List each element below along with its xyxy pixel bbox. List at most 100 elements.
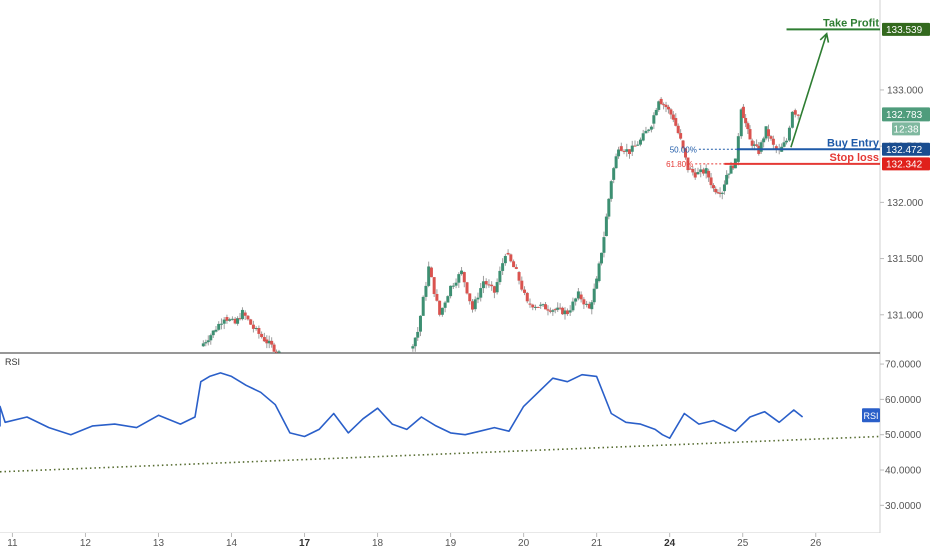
stop-loss-badge-background — [882, 157, 930, 171]
time-tick-label: 18 — [372, 538, 384, 549]
candle-bearish — [771, 138, 775, 145]
candle-bullish — [696, 172, 700, 175]
time-tick-label: 13 — [153, 538, 165, 549]
candle-bullish — [454, 282, 458, 286]
candle-bullish — [539, 304, 543, 306]
candle-bullish — [204, 342, 208, 344]
candle-bearish — [561, 307, 565, 315]
rsi-tick-label: 40.0000 — [885, 466, 922, 477]
candle-bullish — [446, 296, 450, 303]
take-profit-label: Take Profit — [823, 17, 879, 29]
candle-bearish — [686, 157, 690, 171]
rsi-tick-label: 30.0000 — [885, 501, 922, 512]
candle-bearish — [755, 144, 759, 146]
price-tick-label: 131.000 — [887, 310, 924, 321]
candle-bearish — [744, 117, 748, 124]
candle-bearish — [769, 136, 773, 139]
candle-bearish — [746, 123, 750, 130]
candle-bullish — [595, 278, 599, 289]
candle-bearish — [622, 150, 626, 152]
candle-bullish — [201, 343, 205, 347]
candle-bullish — [533, 306, 537, 308]
candle-bearish — [774, 146, 778, 149]
candle-bullish — [609, 181, 613, 199]
candle-bullish — [574, 298, 578, 302]
candle-bearish — [688, 168, 692, 170]
time-axis[interactable]: 11 12 13 14 17 18 19 20 21 24 25 26 — [7, 533, 822, 549]
price-tick-label: 131.500 — [887, 254, 924, 265]
candle-bullish — [602, 237, 606, 253]
candle-bullish — [222, 319, 226, 324]
candle-bearish — [553, 309, 557, 311]
price-tick-label: 133.000 — [887, 85, 924, 96]
candle-bearish — [249, 319, 253, 325]
candle-bullish — [614, 156, 618, 169]
rsi-tick-label: 50.0000 — [885, 430, 922, 441]
rsi-axis[interactable]: 70.0000 60.0000 50.0000 40.0000 30.0000 — [880, 360, 922, 512]
candle-bearish — [270, 340, 274, 345]
candle-bullish — [720, 192, 724, 194]
candle-bullish — [787, 127, 791, 141]
candle-bearish — [435, 293, 439, 301]
candle-bullish — [551, 310, 555, 312]
rsi-series: RSI — [0, 372, 881, 473]
candle-bullish — [704, 168, 708, 174]
candle-bearish — [438, 300, 442, 315]
candle-bullish — [214, 329, 218, 332]
candle-bullish — [421, 296, 425, 316]
candle-bearish — [628, 149, 632, 155]
candle-bullish — [541, 304, 545, 306]
candle-bullish — [481, 281, 485, 289]
countdown-badge-background — [892, 122, 920, 136]
candle-bearish — [517, 272, 521, 281]
candle-bullish — [625, 149, 629, 152]
candle-bullish — [699, 169, 703, 173]
candle-bullish — [503, 255, 507, 264]
candle-bullish — [211, 330, 215, 336]
candle-bullish — [230, 318, 234, 320]
candle-bullish — [571, 301, 575, 311]
candle-bearish — [468, 293, 472, 302]
candle-bearish — [544, 304, 548, 310]
candle-bearish — [490, 284, 494, 287]
candle-bullish — [762, 138, 766, 143]
candle-bullish — [501, 263, 505, 271]
candle-bullish — [600, 252, 604, 264]
candle-bearish — [681, 140, 685, 149]
candle-bearish — [257, 328, 261, 334]
candle-bearish — [492, 286, 496, 293]
candle-bearish — [619, 146, 623, 151]
candle-bearish — [531, 304, 535, 308]
candle-bearish — [587, 303, 591, 309]
candle-bearish — [671, 114, 675, 120]
rsi-tick-label: 60.0000 — [885, 395, 922, 406]
candle-bullish — [440, 307, 444, 315]
candle-bullish — [785, 140, 789, 143]
candle-bullish — [206, 340, 210, 343]
candle-bearish — [565, 310, 569, 315]
buy-entry-badge-text: 132.472 — [886, 145, 923, 156]
candle-bullish — [585, 303, 589, 305]
candle-bullish — [722, 184, 726, 192]
price-tick-label: 132.000 — [887, 198, 924, 209]
candle-bullish — [219, 323, 223, 325]
candle-bullish — [443, 302, 447, 308]
candle-bearish — [709, 177, 713, 186]
price-badges: 133.539 132.472 132.342 132.783 12:38 — [882, 22, 930, 171]
candle-bullish — [217, 323, 221, 330]
stop-loss-label: Stop loss — [829, 152, 879, 164]
candle-bearish — [659, 98, 663, 105]
candle-bearish — [509, 254, 513, 262]
time-axis-background[interactable] — [0, 533, 932, 550]
candle-bullish — [427, 266, 431, 286]
candle-bullish — [424, 285, 428, 297]
candle-bullish — [476, 297, 480, 300]
candle-bearish — [582, 299, 586, 305]
candle-bullish — [418, 315, 422, 332]
candle-bearish — [714, 188, 718, 193]
candle-bullish — [236, 318, 240, 324]
candle-bearish — [225, 317, 229, 321]
candle-bearish — [272, 344, 276, 352]
